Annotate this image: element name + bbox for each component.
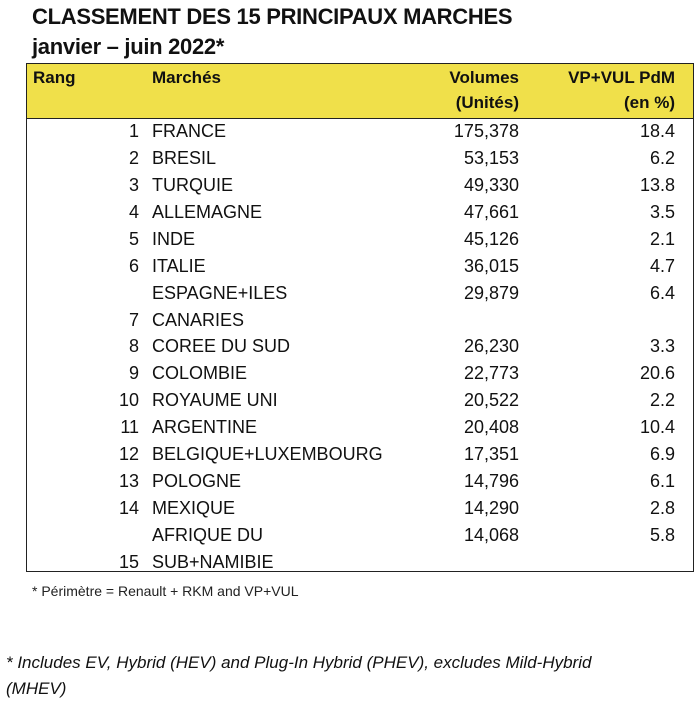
rank-cell: 1 xyxy=(128,121,139,141)
header-rank: Rang xyxy=(33,68,76,87)
table-row: 12 BELGIQUE+LUXEMBOURG 17,351 6.9 xyxy=(27,441,693,468)
pdm-cell: 6.2 xyxy=(649,148,675,168)
rank-cell: 8 xyxy=(128,336,139,356)
table-row: 8 COREE DU SUD 26,230 3.3 xyxy=(27,333,693,360)
market-cell: POLOGNE xyxy=(152,471,242,491)
table-row: 4 ALLEMAGNE 47,661 3.5 xyxy=(27,199,693,226)
table-row: 15 AFRIQUE DU SUB+NAMIBIE 14,068 5.8 xyxy=(27,522,693,576)
table-row: 14 MEXIQUE 14,290 2.8 xyxy=(27,495,693,522)
header-volumes-unit: (Unités) xyxy=(455,93,519,112)
pdm-cell: 6.9 xyxy=(649,444,675,464)
table-row: 10 ROYAUME UNI 20,522 2.2 xyxy=(27,387,693,414)
volume-cell: 17,351 xyxy=(463,444,519,464)
header-market: Marchés xyxy=(152,68,221,87)
header-pdm: VP+VUL PdM xyxy=(568,68,675,87)
table-row: 2 BRESIL 53,153 6.2 xyxy=(27,145,693,172)
header-pdm-unit: (en %) xyxy=(624,93,675,112)
volume-cell: 53,153 xyxy=(463,148,519,168)
table-subtitle: janvier – juin 2022* xyxy=(32,34,225,59)
table-row: 6 ITALIE 36,015 4.7 xyxy=(27,253,693,280)
market-cell: MEXIQUE xyxy=(152,498,236,518)
volume-cell: 49,330 xyxy=(463,175,519,195)
market-cell: BRESIL xyxy=(152,148,217,168)
rank-cell: 5 xyxy=(128,229,139,249)
hybrid-footnote: * Includes EV, Hybrid (HEV) and Plug-In … xyxy=(6,653,592,698)
rank-cell: 2 xyxy=(128,148,139,168)
volume-cell: 26,230 xyxy=(463,336,519,356)
pdm-cell: 6.4 xyxy=(649,283,675,303)
table-row: 11 ARGENTINE 20,408 10.4 xyxy=(27,414,693,441)
market-cell: ESPAGNE+ILES xyxy=(152,283,288,303)
market-cell: AFRIQUE DU xyxy=(152,525,264,545)
table-row: 9 COLOMBIE 22,773 20.6 xyxy=(27,360,693,387)
pdm-cell: 3.5 xyxy=(649,202,675,222)
volume-cell: 14,796 xyxy=(463,471,519,491)
rank-cell: 7 xyxy=(128,310,139,330)
volume-cell: 22,773 xyxy=(463,363,519,383)
rank-cell: 6 xyxy=(128,256,139,276)
rank-cell: 4 xyxy=(128,202,139,222)
volume-cell: 14,290 xyxy=(463,498,519,518)
table-row: 5 INDE 45,126 2.1 xyxy=(27,226,693,253)
volume-cell: 36,015 xyxy=(463,256,519,276)
pdm-cell: 4.7 xyxy=(649,256,675,276)
table-title: CLASSEMENT DES 15 PRINCIPAUX MARCHES xyxy=(32,4,513,29)
pdm-cell: 20.6 xyxy=(639,363,675,383)
market-cell: ALLEMAGNE xyxy=(152,202,263,222)
market-cell-line2: SUB+NAMIBIE xyxy=(152,552,274,572)
table-row: 1 FRANCE 175,378 18.4 xyxy=(27,118,693,145)
volume-cell: 47,661 xyxy=(463,202,519,222)
header-volumes: Volumes xyxy=(449,68,519,87)
pdm-cell: 10.4 xyxy=(639,417,675,437)
pdm-cell: 6.1 xyxy=(649,471,675,491)
rank-cell: 15 xyxy=(118,552,139,572)
volume-cell: 29,879 xyxy=(463,283,519,303)
volume-cell: 45,126 xyxy=(463,229,519,249)
rank-cell: 10 xyxy=(118,390,139,410)
market-cell: ROYAUME UNI xyxy=(152,390,278,410)
volume-cell: 175,378 xyxy=(453,121,519,141)
market-cell: ITALIE xyxy=(152,256,206,276)
volume-cell: 20,522 xyxy=(463,390,519,410)
pdm-cell: 2.2 xyxy=(649,390,675,410)
volume-cell: 14,068 xyxy=(463,525,519,545)
table-row: 7 ESPAGNE+ILES CANARIES 29,879 6.4 xyxy=(27,280,693,334)
table-row: 3 TURQUIE 49,330 13.8 xyxy=(27,172,693,199)
rank-cell: 13 xyxy=(118,471,139,491)
rank-cell: 11 xyxy=(120,417,139,437)
market-cell: BELGIQUE+LUXEMBOURG xyxy=(152,444,383,464)
market-cell: COREE DU SUD xyxy=(152,336,291,356)
rank-cell: 3 xyxy=(128,175,139,195)
rank-cell: 14 xyxy=(118,498,139,518)
pdm-cell: 13.8 xyxy=(639,175,675,195)
market-cell: INDE xyxy=(152,229,196,249)
pdm-cell: 2.8 xyxy=(649,498,675,518)
market-cell: COLOMBIE xyxy=(152,363,248,383)
perimeter-note: * Périmètre = Renault + RKM and VP+VUL xyxy=(32,583,299,599)
rank-cell: 12 xyxy=(118,444,139,464)
ranking-table: Rang Marchés Volumes (Unités) VP+VUL PdM… xyxy=(26,63,694,572)
market-cell: FRANCE xyxy=(152,121,227,141)
market-cell: TURQUIE xyxy=(152,175,233,195)
pdm-cell: 2.1 xyxy=(649,229,675,249)
market-cell: ARGENTINE xyxy=(152,417,258,437)
pdm-cell: 3.3 xyxy=(649,336,675,356)
market-cell-line2: CANARIES xyxy=(152,310,245,330)
table-row: 13 POLOGNE 14,796 6.1 xyxy=(27,468,693,495)
rank-cell: 9 xyxy=(128,363,139,383)
pdm-cell: 5.8 xyxy=(649,525,675,545)
table-header: Rang Marchés Volumes (Unités) VP+VUL PdM… xyxy=(27,64,693,119)
volume-cell: 20,408 xyxy=(463,417,519,437)
pdm-cell: 18.4 xyxy=(639,121,675,141)
